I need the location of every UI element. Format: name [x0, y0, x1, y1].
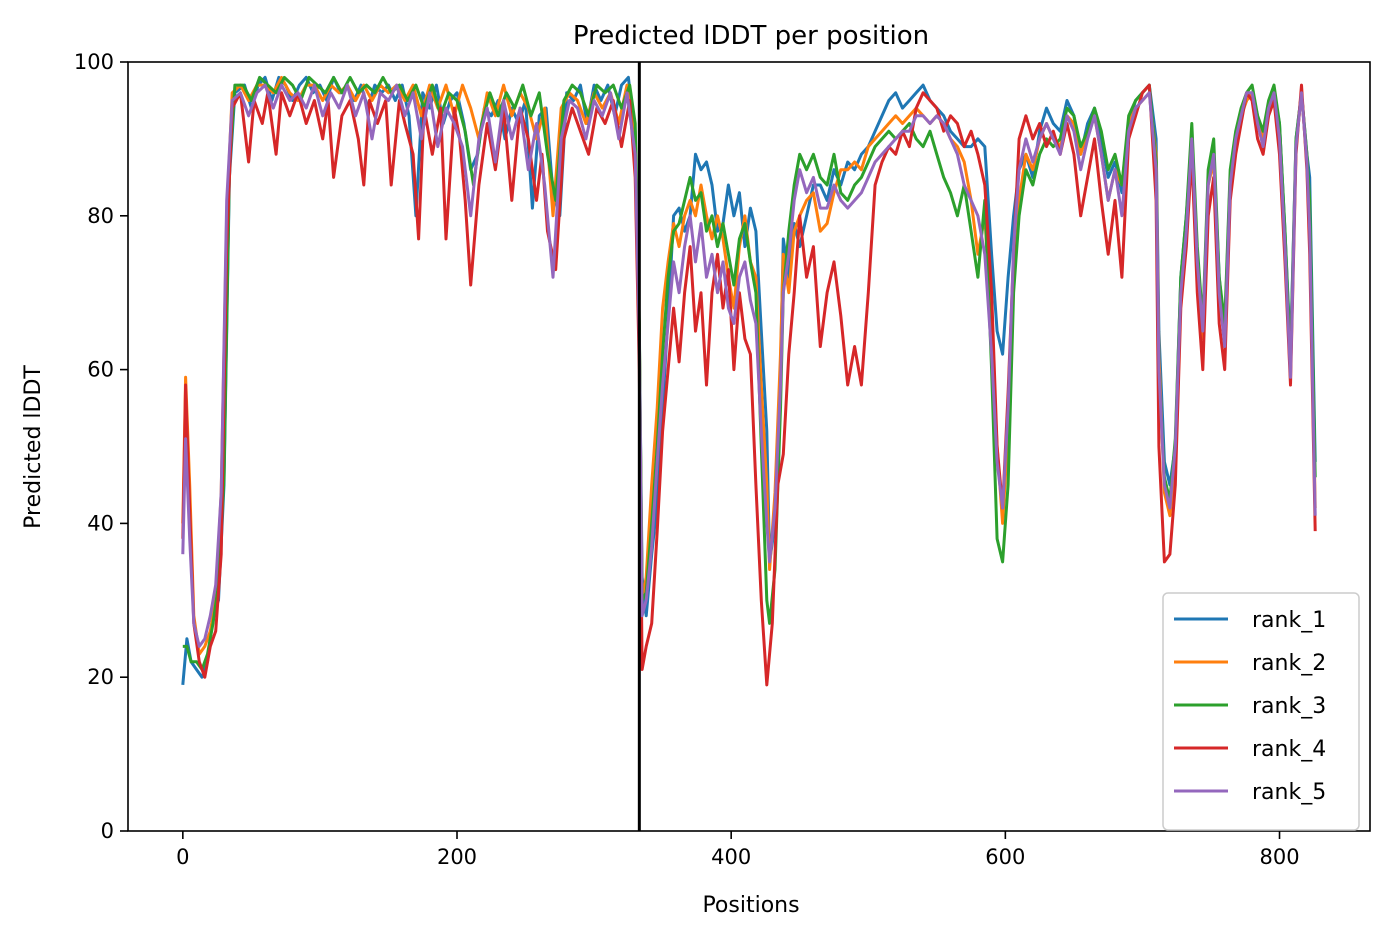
legend-label-rank_5: rank_5 [1252, 780, 1326, 805]
series-line-rank_5 [181, 83, 1317, 648]
x-tick-label: 800 [1259, 845, 1299, 869]
plot-frame [127, 61, 1371, 832]
y-tick-label: 80 [87, 204, 114, 228]
y-tick-label: 20 [87, 665, 114, 689]
plot-lines [181, 75, 1317, 687]
x-tick-label: 0 [176, 845, 189, 869]
x-axis-label: Positions [702, 893, 799, 918]
legend-label-rank_4: rank_4 [1252, 737, 1326, 762]
x-axis-ticks: 0 200 400 600 800 [176, 831, 1300, 869]
x-tick-label: 400 [711, 845, 751, 869]
y-axis-ticks: 0 20 40 60 80 100 [74, 50, 128, 843]
legend-label-rank_2: rank_2 [1252, 651, 1326, 676]
legend: rank_1 rank_2 rank_3 rank_4 rank_5 [1162, 592, 1360, 831]
y-tick-label: 40 [87, 511, 114, 535]
y-axis-label: Predicted lDDT [21, 365, 46, 529]
chart-title: Predicted lDDT per position [573, 21, 929, 51]
x-tick-label: 600 [985, 845, 1025, 869]
y-tick-label: 100 [74, 50, 114, 74]
legend-box [1162, 592, 1360, 831]
y-tick-label: 0 [101, 819, 114, 843]
legend-label-rank_3: rank_3 [1252, 694, 1326, 719]
legend-label-rank_1: rank_1 [1252, 608, 1326, 633]
x-tick-label: 200 [437, 845, 477, 869]
y-tick-label: 60 [87, 358, 114, 382]
